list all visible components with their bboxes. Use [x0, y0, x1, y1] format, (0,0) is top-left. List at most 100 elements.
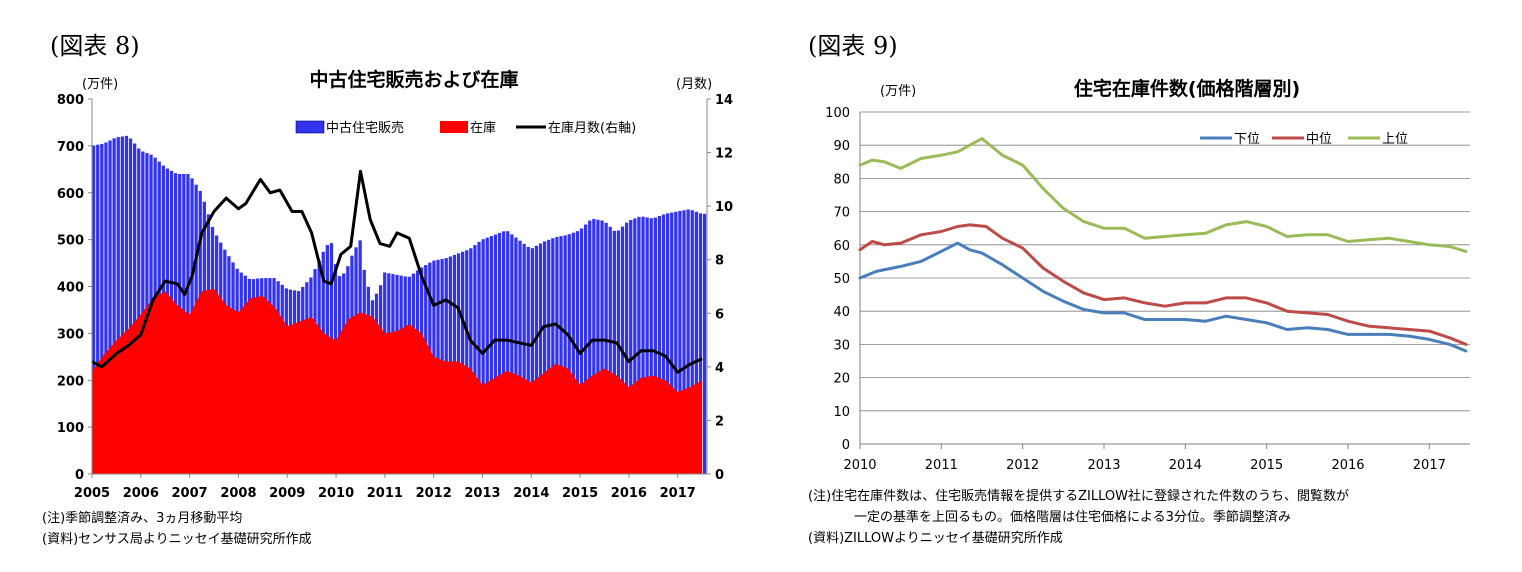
sales-bar [124, 135, 129, 474]
y-tick-label: 700 [57, 140, 84, 155]
sales-bar [534, 245, 539, 474]
sales-bar [510, 234, 514, 474]
sales-bar [571, 232, 575, 474]
y-tick-label: 100 [57, 421, 84, 436]
sales-bar [506, 231, 510, 474]
sales-bar [702, 213, 707, 474]
fig9-notes: (注)住宅在庫件数は、住宅販売情報を提供するZILLOW社に登録された件数のうち… [808, 486, 1349, 549]
chart-title: 住宅在庫件数(価格階層別) [1074, 77, 1300, 100]
x-tick-label: 2015 [562, 486, 598, 501]
sales-bar [641, 216, 645, 474]
y2-tick-label: 4 [715, 361, 724, 376]
chart-existing-home-sales-inventory: 中古住宅販売および在庫 (万件) (月数) 010020030040050060… [57, 68, 733, 501]
sales-bar [133, 143, 137, 475]
sales-bar [686, 209, 690, 475]
sales-bar [112, 138, 116, 475]
sales-bar [502, 231, 506, 474]
sales-bar [116, 137, 120, 474]
sales-bar [477, 241, 481, 474]
sales-bar [481, 239, 485, 474]
sales-bar [567, 234, 571, 474]
x-tick-label: 2009 [269, 486, 305, 501]
legend-label-sales: 中古住宅販売 [326, 120, 404, 136]
x-tick-label: 2005 [74, 486, 110, 501]
sales-bar [530, 248, 534, 474]
legend-label-months: 在庫月数(右軸) [548, 121, 636, 136]
y2-tick-label: 0 [715, 468, 724, 483]
y-axis-label: (万件) [82, 77, 118, 92]
sales-bar [469, 248, 473, 474]
fig9-note-1: (注)住宅在庫件数は、住宅販売情報を提供するZILLOW社に登録された件数のうち… [808, 489, 1349, 504]
sales-bar [629, 220, 633, 474]
y-tick-label: 400 [57, 281, 84, 296]
legend-label-lower: 下位 [1234, 132, 1260, 147]
chart-inventory-by-price-tier: 住宅在庫件数(価格階層別) (万件) 0 10 20 30 40 50 60 70 80 90 10… [825, 77, 1470, 473]
x-tick-label: 2010 [843, 458, 876, 473]
x-tick-label: 2010 [318, 486, 354, 501]
sales-bar [604, 222, 608, 474]
y-tick-label: 90 [833, 139, 850, 154]
x-tick-label: 2012 [1006, 458, 1039, 473]
sales-bar [551, 238, 555, 474]
y2-tick-label: 10 [715, 200, 733, 215]
sales-bar [674, 211, 678, 474]
y2-tick-label: 2 [715, 414, 724, 429]
sales-bar [128, 138, 133, 474]
x-tick-label: 2014 [513, 486, 549, 501]
sales-bar [547, 239, 551, 474]
x-tick-label: 2007 [172, 486, 208, 501]
sales-bar [543, 241, 547, 474]
sales-bar [563, 235, 567, 474]
y-tick-label: 600 [57, 187, 84, 202]
sales-bar [678, 210, 682, 475]
fig9-note-3: (資料)ZILLOWよりニッセイ基礎研究所作成 [808, 531, 1063, 546]
y-tick-label: 300 [57, 327, 84, 342]
x-tick-label: 2006 [123, 486, 159, 501]
sales-bar [100, 143, 104, 474]
legend: 中古住宅販売 在庫 在庫月数(右軸) [295, 120, 636, 136]
y-tick-label: 20 [833, 372, 850, 387]
sales-bar [645, 217, 649, 475]
sales-bar [526, 246, 530, 474]
sales-bar [625, 222, 629, 474]
upper-tier-line [858, 137, 1468, 253]
sales-bar [514, 237, 518, 474]
sales-bar [485, 237, 489, 474]
y2-axis-label: (月数) [676, 77, 712, 92]
y2-tick-label: 12 [715, 147, 733, 162]
y-tick-label: 0 [842, 438, 850, 453]
y-tick-label: 70 [833, 206, 850, 221]
sales-bar [698, 213, 703, 475]
sales-bar [612, 230, 616, 474]
lower-tier-line [858, 241, 1468, 353]
sales-bar [670, 212, 674, 474]
sales-bar [538, 243, 543, 474]
sales-bar [104, 142, 108, 474]
sales-bar [96, 144, 100, 474]
y-tick-label: 0 [75, 468, 84, 483]
sales-bar [522, 243, 526, 474]
x-tick-label: 2015 [1250, 458, 1283, 473]
sales-bar [682, 210, 686, 474]
sales-bar [633, 218, 637, 474]
sales-bar [608, 226, 612, 474]
y-tick-label: 30 [833, 338, 850, 353]
y-tick-label: 500 [57, 234, 84, 249]
chart-title: 中古住宅販売および在庫 [309, 68, 518, 91]
x-tick-label: 2012 [416, 486, 452, 501]
middle-tier-line [858, 223, 1468, 346]
fig9-note-2: 一定の基準を上回るもの。価格階層は住宅価格による3分位。季節調整済み [854, 510, 1291, 525]
y-axis-label: (万件) [880, 84, 916, 99]
sales-bar [493, 234, 498, 474]
x-tick-label: 2011 [925, 458, 958, 473]
sales-bar [649, 218, 653, 474]
sales-bar [473, 245, 477, 474]
y-tick-label: 800 [57, 93, 84, 108]
sales-bar [497, 232, 502, 474]
sales-bar [637, 216, 641, 475]
sales-bar [461, 251, 465, 474]
sales-bar [559, 236, 563, 474]
legend-label-upper: 上位 [1382, 132, 1408, 147]
legend-label-inventory: 在庫 [470, 121, 496, 136]
y-tick-label: 50 [833, 272, 850, 287]
